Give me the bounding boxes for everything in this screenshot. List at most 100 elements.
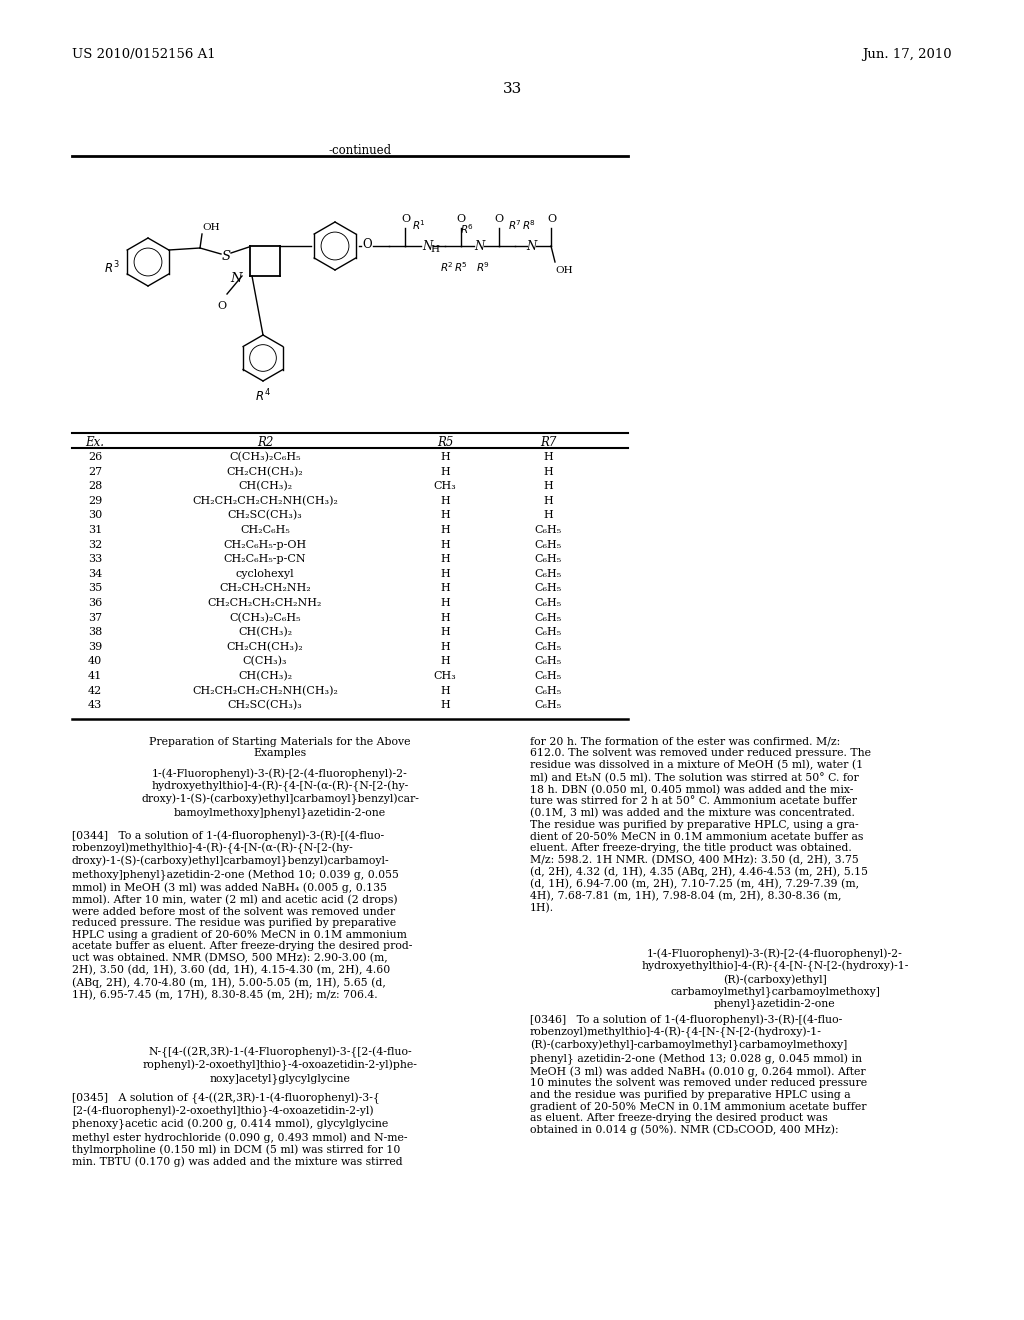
Text: $R^5$: $R^5$ [454, 260, 468, 273]
Text: O: O [362, 239, 372, 252]
Text: H: H [430, 246, 439, 255]
Text: H: H [543, 496, 553, 506]
Text: H: H [440, 685, 450, 696]
Text: $R^6$: $R^6$ [460, 222, 474, 236]
Text: H: H [440, 612, 450, 623]
Text: cyclohexyl: cyclohexyl [236, 569, 294, 578]
Text: H: H [440, 569, 450, 578]
Text: H: H [440, 511, 450, 520]
Text: $R^2$: $R^2$ [440, 260, 454, 273]
Text: 35: 35 [88, 583, 102, 594]
Text: CH₃: CH₃ [433, 671, 457, 681]
Text: $R^7$: $R^7$ [508, 218, 522, 232]
Text: CH₂C₆H₅-p-OH: CH₂C₆H₅-p-OH [223, 540, 306, 549]
Text: N: N [422, 239, 432, 252]
Text: US 2010/0152156 A1: US 2010/0152156 A1 [72, 48, 216, 61]
Text: 37: 37 [88, 612, 102, 623]
Text: CH₂C₆H₅-p-CN: CH₂C₆H₅-p-CN [223, 554, 306, 564]
Text: $R^3$: $R^3$ [104, 260, 120, 276]
Text: R7: R7 [540, 436, 556, 449]
Text: N: N [526, 239, 537, 252]
Text: C₆H₅: C₆H₅ [535, 583, 561, 594]
Text: 39: 39 [88, 642, 102, 652]
Text: H: H [440, 627, 450, 638]
Text: H: H [440, 466, 450, 477]
Text: CH₂C₆H₅: CH₂C₆H₅ [240, 525, 290, 535]
Text: N: N [230, 272, 242, 285]
Text: H: H [440, 540, 450, 549]
Text: C(CH₃)₂C₆H₅: C(CH₃)₂C₆H₅ [229, 451, 301, 462]
Text: CH₂CH₂CH₂CH₂NH(CH₃)₂: CH₂CH₂CH₂CH₂NH(CH₃)₂ [193, 685, 338, 696]
Text: OH: OH [555, 267, 572, 275]
Text: CH₂SC(CH₃)₃: CH₂SC(CH₃)₃ [227, 700, 302, 710]
Text: 1-(4-Fluorophenyl)-3-(R)-[2-(4-fluorophenyl)-2-
hydroxyethylthio]-4-(R)-{4-[N-(α: 1-(4-Fluorophenyl)-3-(R)-[2-(4-fluorophe… [141, 768, 419, 818]
Text: H: H [440, 642, 450, 652]
Text: C₆H₅: C₆H₅ [535, 554, 561, 564]
Text: Preparation of Starting Materials for the Above
Examples: Preparation of Starting Materials for th… [150, 737, 411, 759]
Text: H: H [543, 511, 553, 520]
Text: [0346]   To a solution of 1-(4-fluorophenyl)-3-(R)-[(4-fluo-
robenzoyl)methylthi: [0346] To a solution of 1-(4-fluoropheny… [530, 1015, 867, 1135]
Text: $R^4$: $R^4$ [255, 388, 271, 405]
Text: $R^1$: $R^1$ [412, 218, 426, 232]
Text: Jun. 17, 2010: Jun. 17, 2010 [862, 48, 952, 61]
Text: H: H [440, 525, 450, 535]
Text: CH(CH₃)₂: CH(CH₃)₂ [238, 671, 292, 681]
Text: C₆H₅: C₆H₅ [535, 656, 561, 667]
Text: 41: 41 [88, 671, 102, 681]
Text: C(CH₃)₃: C(CH₃)₃ [243, 656, 288, 667]
Text: CH₂CH₂CH₂CH₂NH₂: CH₂CH₂CH₂CH₂NH₂ [208, 598, 323, 609]
Text: C₆H₅: C₆H₅ [535, 671, 561, 681]
Text: 34: 34 [88, 569, 102, 578]
Text: N-{[4-((2R,3R)-1-(4-Fluorophenyl)-3-{[2-(4-fluo-
rophenyl)-2-oxoethyl]thio}-4-ox: N-{[4-((2R,3R)-1-(4-Fluorophenyl)-3-{[2-… [142, 1047, 418, 1084]
Text: 36: 36 [88, 598, 102, 609]
Text: H: H [440, 583, 450, 594]
Text: -continued: -continued [329, 144, 391, 157]
Text: 38: 38 [88, 627, 102, 638]
Text: O: O [457, 214, 466, 224]
Text: 27: 27 [88, 466, 102, 477]
Text: $R^8$: $R^8$ [522, 218, 536, 232]
Text: 42: 42 [88, 685, 102, 696]
Text: C₆H₅: C₆H₅ [535, 700, 561, 710]
Text: 30: 30 [88, 511, 102, 520]
Text: CH₂CH(CH₃)₂: CH₂CH(CH₃)₂ [226, 642, 303, 652]
Text: OH: OH [202, 223, 219, 232]
Text: CH(CH₃)₂: CH(CH₃)₂ [238, 627, 292, 638]
Text: R5: R5 [437, 436, 454, 449]
Text: C₆H₅: C₆H₅ [535, 540, 561, 549]
Text: 29: 29 [88, 496, 102, 506]
Text: O: O [548, 214, 557, 224]
Text: 1-(4-Fluorophenyl)-3-(R)-[2-(4-fluorophenyl)-2-
hydroxyethylthio]-4-(R)-{4-[N-{N: 1-(4-Fluorophenyl)-3-(R)-[2-(4-fluorophe… [641, 949, 908, 1010]
Text: CH₂SC(CH₃)₃: CH₂SC(CH₃)₃ [227, 511, 302, 520]
Text: R2: R2 [257, 436, 273, 449]
Text: 26: 26 [88, 451, 102, 462]
Text: for 20 h. The formation of the ester was confirmed. M/z:
612.0. The solvent was : for 20 h. The formation of the ester was… [530, 737, 871, 913]
Text: CH₂CH₂CH₂NH₂: CH₂CH₂CH₂NH₂ [219, 583, 311, 594]
Text: 40: 40 [88, 656, 102, 667]
Text: Ex.: Ex. [85, 436, 104, 449]
Text: O: O [495, 214, 504, 224]
Text: H: H [440, 451, 450, 462]
Text: CH₂CH(CH₃)₂: CH₂CH(CH₃)₂ [226, 466, 303, 477]
Text: H: H [440, 554, 450, 564]
Text: 43: 43 [88, 700, 102, 710]
Text: C(CH₃)₂C₆H₅: C(CH₃)₂C₆H₅ [229, 612, 301, 623]
Text: CH₃: CH₃ [433, 482, 457, 491]
Text: S: S [221, 249, 230, 263]
Text: C₆H₅: C₆H₅ [535, 627, 561, 638]
Text: H: H [543, 451, 553, 462]
Text: H: H [440, 656, 450, 667]
Text: C₆H₅: C₆H₅ [535, 685, 561, 696]
Text: C₆H₅: C₆H₅ [535, 569, 561, 578]
Text: CH(CH₃)₂: CH(CH₃)₂ [238, 482, 292, 491]
Text: H: H [440, 700, 450, 710]
Text: N: N [474, 239, 484, 252]
Text: O: O [401, 214, 411, 224]
Text: $R^9$: $R^9$ [476, 260, 490, 273]
Text: [0345]   A solution of {4-((2R,3R)-1-(4-fluorophenyl)-3-{
[2-(4-fluorophenyl)-2-: [0345] A solution of {4-((2R,3R)-1-(4-fl… [72, 1093, 408, 1167]
Text: H: H [543, 466, 553, 477]
Text: 33: 33 [503, 82, 521, 96]
Text: H: H [440, 598, 450, 609]
Text: C₆H₅: C₆H₅ [535, 525, 561, 535]
Text: H: H [543, 482, 553, 491]
